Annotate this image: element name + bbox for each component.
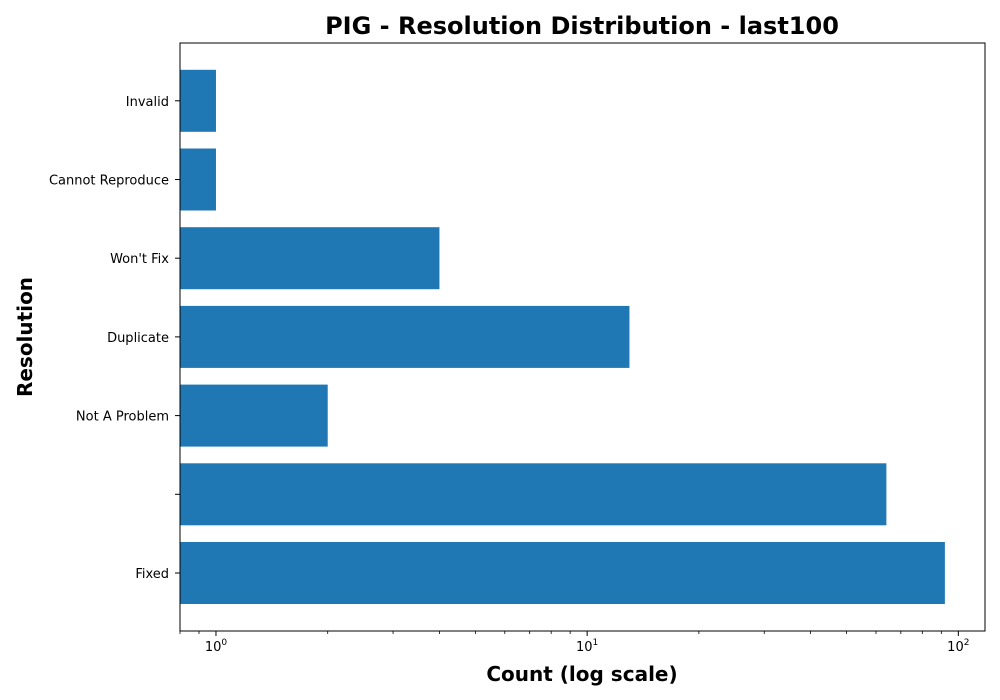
plot-area: Fixed Not A Problem Duplicate Won't Fix Cann… — [49, 42, 986, 655]
x-tick-label: 101 — [576, 638, 598, 655]
bar-duplicate — [180, 305, 630, 368]
bar-blank — [180, 463, 887, 526]
y-tick-label: Fixed — [135, 567, 169, 582]
x-tick-label: 100 — [205, 638, 228, 655]
y-tick-label: Won't Fix — [110, 252, 169, 267]
x-tick-label: 102 — [947, 638, 969, 655]
bar-fixed — [180, 542, 945, 604]
bar-won-t-fix — [180, 227, 440, 290]
y-tick-label: Duplicate — [107, 331, 169, 346]
y-tick-label: Invalid — [126, 95, 169, 110]
x-axis-label: Count (log scale) — [486, 662, 677, 686]
plot-frame — [179, 42, 986, 632]
chart-title: PIG - Resolution Distribution - last100 — [325, 12, 839, 40]
bar-not-a-problem — [180, 384, 328, 447]
y-tick-label: Cannot Reproduce — [49, 174, 169, 189]
bar-invalid — [180, 69, 216, 132]
bar-cannot-reproduce — [180, 148, 216, 211]
y-axis-label: Resolution — [13, 277, 37, 397]
y-tick-label: Not A Problem — [76, 410, 169, 425]
